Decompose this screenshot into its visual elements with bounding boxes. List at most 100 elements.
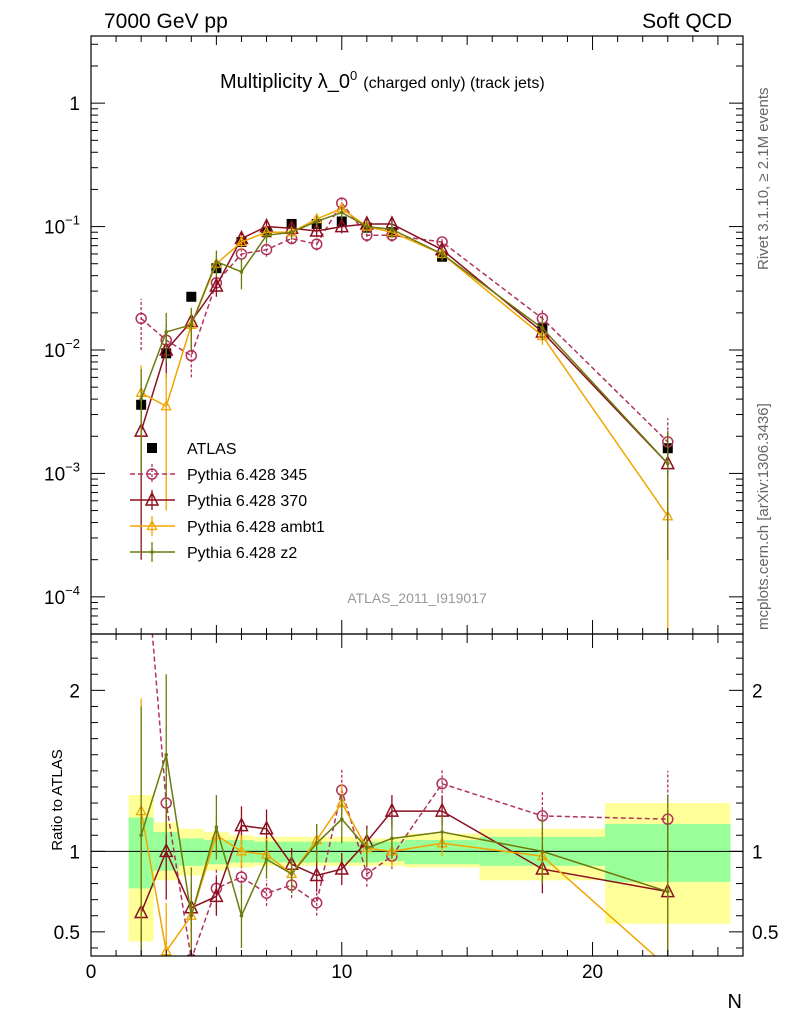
main-y-tick-label: 10−2: [44, 336, 80, 362]
main-y-tick-label-exponent: −4: [65, 583, 80, 598]
ratio-point: [159, 842, 174, 858]
main-y-tick-label: 10−4: [44, 583, 80, 609]
legend-marker-pythia-6-428-345: [146, 468, 158, 480]
ratio-y-tick-label-right: 1: [752, 842, 763, 863]
inner-band-bin: [329, 841, 355, 863]
ratio-point: [663, 962, 672, 971]
main-point: [540, 326, 545, 331]
legend-label-pythia-6-428-345: Pythia 6.428 345: [187, 467, 307, 484]
main-point: [164, 330, 169, 334]
main-point: [135, 312, 147, 325]
ratio-point: [260, 887, 273, 899]
ratio-point: [189, 913, 194, 918]
main-point: [665, 461, 670, 466]
main-point: [390, 227, 394, 232]
rivet-version-label: Rivet 3.1.10, ≥ 2.1M events: [755, 88, 772, 271]
main-point: [334, 217, 349, 233]
chart-title-main: Multiplicity λ_0: [220, 71, 350, 93]
ratio-point: [361, 868, 373, 880]
main-y-tick-label-base: 10: [44, 464, 65, 485]
main-point: [289, 230, 294, 235]
main-point: [189, 323, 194, 327]
main-point: [314, 219, 319, 224]
ratio-point: [440, 830, 444, 834]
ratio-panel-series: [133, 634, 675, 971]
ratio-line-pythia-6-428-345: [151, 634, 668, 956]
main-panel-series: [133, 196, 675, 634]
ratio-point: [540, 849, 545, 854]
main-point: [365, 224, 369, 229]
main-point: [209, 277, 224, 292]
legend-marker-pythia-6-428-z2: [150, 550, 154, 554]
header-energy-label: 7000 GeV pp: [104, 10, 228, 33]
ratio-point: [665, 889, 670, 894]
ratio-series-pythia-6-428-z2: [139, 674, 670, 956]
ratio-point: [235, 871, 248, 883]
mcplots-reference-label: mcplots.cern.ch [arXiv:1306.3436]: [755, 403, 772, 630]
legend-label-atlas: ATLAS: [187, 441, 237, 458]
x-tick-label: 20: [582, 962, 603, 983]
ratio-point: [264, 857, 269, 862]
main-series-pythia-6-428-z2: [139, 206, 670, 560]
main-y-tick-label-base: 10: [44, 341, 65, 362]
chart-title-superscript: 0: [350, 68, 357, 83]
ratio-point: [390, 836, 394, 841]
main-point: [160, 399, 172, 411]
ratio-point: [164, 752, 169, 757]
ratio-point: [339, 817, 344, 821]
x-axis-label: N: [728, 991, 742, 1013]
main-y-tick-label-exponent: −2: [65, 336, 80, 351]
main-point: [235, 235, 248, 247]
main-point: [186, 291, 197, 302]
ratio-point: [309, 866, 324, 882]
ratio-point: [235, 844, 248, 856]
main-point: [309, 222, 324, 237]
legend: ATLAS Pythia 6.428 345 Pythia 6.428 370 Pyt…: [130, 441, 325, 562]
main-point: [239, 270, 244, 274]
chart-title-subtitle: (charged only) (track jets): [363, 75, 544, 92]
ratio-point: [139, 833, 143, 838]
main-point: [185, 349, 198, 362]
legend-label-pythia-6-428-ambt1: Pythia 6.428 ambt1: [187, 519, 325, 536]
x-tick-label: 0: [86, 962, 97, 983]
chart-title: Multiplicity λ_00 (charged only) (track j…: [220, 68, 545, 93]
main-y-tick-label: 10−3: [44, 459, 80, 485]
ratio-point: [310, 897, 323, 909]
main-y-tick-label-base: 10: [44, 218, 65, 239]
main-point: [310, 238, 323, 250]
ratio-point: [259, 820, 274, 835]
main-point: [260, 243, 273, 256]
ratio-y-axis-label: Ratio to ATLAS: [49, 749, 66, 850]
main-y-tick-label: 1: [69, 94, 80, 115]
ratio-point: [384, 802, 400, 817]
ratio-y-tick-label-left: 1: [69, 842, 80, 863]
ratio-line-pythia-6-428-z2: [140, 754, 668, 918]
legend-label-pythia-6-428-z2: Pythia 6.428 z2: [187, 545, 297, 562]
ratio-line-pythia-6-428-370: [140, 810, 668, 913]
main-y-tick-label: 10−1: [44, 213, 80, 239]
main-y-tick-label-base: 10: [44, 588, 65, 609]
main-line-pythia-6-428-z2: [140, 211, 669, 465]
ratio-point: [214, 825, 219, 829]
legend-label-pythia-6-428-370: Pythia 6.428 370: [187, 493, 307, 510]
ratio-y-tick-label-left: 2: [69, 681, 80, 702]
main-point: [440, 252, 444, 256]
ratio-y-tick-label-right: 0.5: [752, 923, 778, 944]
legend-marker-atlas: [147, 443, 157, 453]
header-category-label: Soft QCD: [642, 10, 732, 33]
ratio-point: [209, 887, 224, 903]
main-line-pythia-6-428-345: [140, 201, 669, 443]
ratio-point: [239, 913, 244, 918]
ratio-point: [314, 841, 319, 846]
main-point: [264, 233, 269, 238]
ratio-point: [289, 872, 294, 876]
ratio-point: [436, 777, 448, 790]
main-point: [214, 259, 219, 264]
ratio-y-tick-label-left: 0.5: [54, 923, 80, 944]
legend-marker-pythia-6-428-370: [144, 491, 160, 506]
ratio-point: [365, 846, 369, 850]
main-point: [139, 397, 143, 401]
x-tick-label: 10: [331, 962, 352, 983]
